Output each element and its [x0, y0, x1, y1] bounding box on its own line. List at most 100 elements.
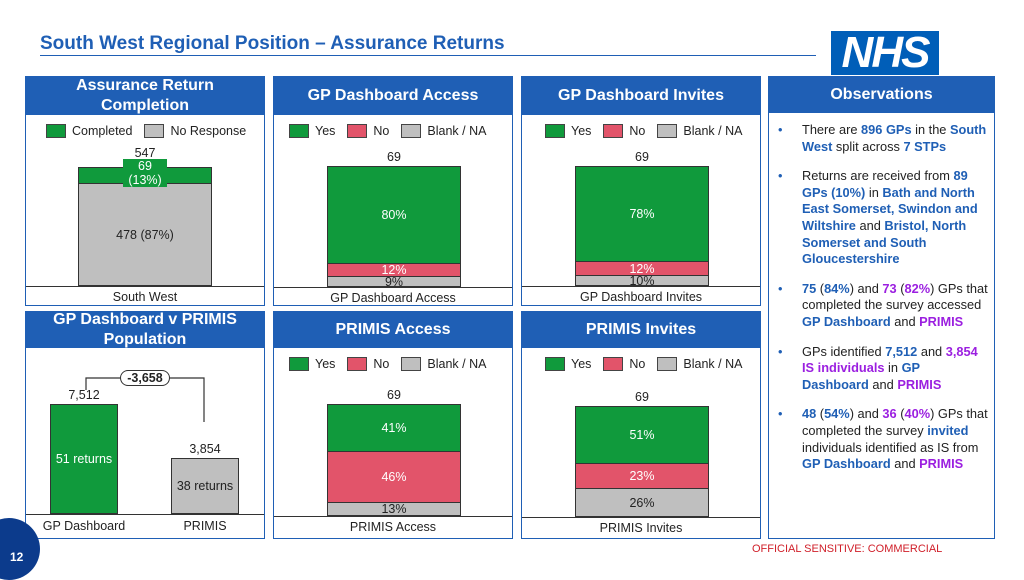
completion-x-label: South West [112, 290, 178, 304]
page-number: 12 [10, 550, 24, 564]
blank-swatch [657, 124, 678, 138]
observation-text: 36 [882, 406, 897, 422]
primis-x-label: PRIMIS [183, 519, 227, 533]
gp-invites-panel-title: GP Dashboard Invites [522, 77, 760, 115]
gp-access-yes-seg: 80% [328, 167, 460, 263]
observation-text: in the [911, 122, 950, 137]
difference-label: -3,658 [120, 370, 170, 386]
gp-invites-x-label: GP Dashboard Invites [579, 290, 703, 304]
gp-access-total: 69 [387, 150, 401, 164]
no-swatch [347, 124, 368, 138]
observation-text: 73 [882, 280, 897, 296]
gp-invites-blank-label: 10% [629, 273, 655, 288]
observation-text: in [884, 360, 902, 376]
primis-access-panel-title: PRIMIS Access [274, 312, 512, 348]
completion-panel-title: Assurance Return Completion [26, 77, 264, 115]
gp-invites-total: 69 [635, 150, 649, 164]
completion-total: 547 [134, 146, 156, 160]
observation-text: ) GPs that completed the survey [802, 406, 988, 438]
primis-access-panel: PRIMIS Access Yes No Blank / NA 69 41% 4… [273, 311, 513, 539]
legend-no: No [629, 124, 646, 138]
observation-item: Returns are received from 89 GPs (10%) i… [769, 168, 988, 268]
population-panel: GP Dashboard v PRIMIS Population -3,658 … [25, 311, 265, 539]
observation-text: 54% [824, 406, 850, 422]
gp-invites-no-seg: 12% [576, 261, 708, 276]
no-swatch [603, 124, 624, 138]
observation-text: 84% [824, 280, 850, 296]
yes-swatch [289, 357, 309, 371]
observation-text: and [917, 343, 946, 359]
title-underline [40, 55, 816, 56]
nhs-logo: NHS [831, 31, 939, 75]
primis-access-yes-label: 41% [381, 421, 407, 435]
gp-access-no-seg: 12% [328, 263, 460, 277]
gp-access-panel: GP Dashboard Access Yes No Blank / NA 69… [273, 76, 513, 306]
observation-text: 3,854 IS individuals [802, 343, 978, 376]
gp-invites-yes-seg: 78% [576, 167, 708, 261]
primis-access-blank-seg: 13% [328, 502, 460, 516]
observation-text: PRIMIS [897, 376, 942, 392]
legend-blank: Blank / NA [683, 357, 743, 371]
observation-text: GP Dashboard [802, 313, 891, 329]
observation-text: ) and [849, 280, 883, 296]
observation-text: in [865, 184, 883, 200]
legend-blank: Blank / NA [683, 124, 743, 138]
observation-text: individuals identified as IS from [802, 439, 979, 455]
page-title: South West Regional Position – Assurance… [40, 33, 505, 54]
legend-no: No [373, 357, 390, 371]
observation-text: ( [816, 406, 825, 422]
gp-access-blank-label: 9% [384, 274, 404, 289]
legend-no: No [629, 357, 646, 371]
legend-blank: Blank / NA [427, 357, 487, 371]
observation-text: 896 GPs [861, 122, 912, 137]
observation-text: ) and [849, 406, 883, 422]
primis-bar: 38 returns [171, 458, 239, 514]
legend-no: No [373, 124, 390, 138]
completion-completed-label: 69 (13%) [123, 159, 167, 187]
gp-invites-panel: GP Dashboard Invites Yes No Blank / NA 6… [521, 76, 761, 306]
gp-invites-axis [522, 286, 760, 287]
observations-panel: Observations There are 896 GPs in the So… [768, 76, 995, 539]
classification-label: OFFICIAL SENSITIVE: COMMERCIAL [752, 543, 943, 555]
gp-access-x-label: GP Dashboard Access [330, 291, 456, 305]
observation-text: South West [802, 122, 987, 154]
observation-text: ( [896, 280, 905, 296]
observation-text: and [890, 456, 920, 472]
gp-access-yes-label: 80% [381, 208, 407, 222]
observation-text: GP Dashboard [802, 360, 920, 392]
completion-axis [26, 286, 264, 287]
gp-dashboard-total: 7,512 [68, 388, 100, 402]
primis-access-legend: Yes No Blank / NA [289, 357, 498, 371]
yes-swatch [289, 124, 309, 138]
primis-access-blank-label: 13% [381, 502, 407, 516]
observation-item: GPs identified 7,512 and 3,854 IS indivi… [769, 344, 988, 394]
no-swatch [603, 357, 624, 371]
completion-bar: 478 (87%) [78, 167, 212, 286]
gp-access-bar: 80% 12% 9% [327, 166, 461, 289]
blank-swatch [401, 357, 422, 371]
observations-list: There are 896 GPs in the South West spli… [769, 122, 988, 486]
legend-blank: Blank / NA [427, 124, 487, 138]
gp-access-panel-title: GP Dashboard Access [274, 77, 512, 115]
gp-invites-yes-label: 78% [629, 207, 655, 221]
primis-access-axis [274, 516, 512, 517]
yes-swatch [545, 357, 565, 371]
observation-text: and [890, 313, 920, 329]
observation-text: ( [896, 406, 905, 422]
primis-access-total: 69 [387, 388, 401, 402]
primis-invites-bar: 51% 23% 26% [575, 406, 709, 517]
gp-dashboard-returns-label: 51 returns [55, 452, 113, 466]
primis-invites-blank-seg: 26% [576, 488, 708, 516]
observations-panel-title: Observations [769, 77, 994, 113]
observation-text: Bristol, North Somerset and South Glouce… [802, 217, 967, 267]
primis-invites-legend: Yes No Blank / NA [545, 357, 754, 371]
legend-completed: Completed [72, 124, 133, 138]
observation-text: 82% [904, 280, 931, 296]
observation-item: 48 (54%) and 36 (40%) GPs that completed… [769, 406, 988, 472]
primis-total: 3,854 [189, 442, 221, 456]
primis-access-yes-seg: 41% [328, 405, 460, 451]
observation-text: 89 GPs (10%) [802, 168, 968, 200]
primis-invites-no-seg: 23% [576, 463, 708, 488]
gp-access-axis [274, 287, 512, 288]
observation-item: There are 896 GPs in the South West spli… [769, 122, 988, 155]
